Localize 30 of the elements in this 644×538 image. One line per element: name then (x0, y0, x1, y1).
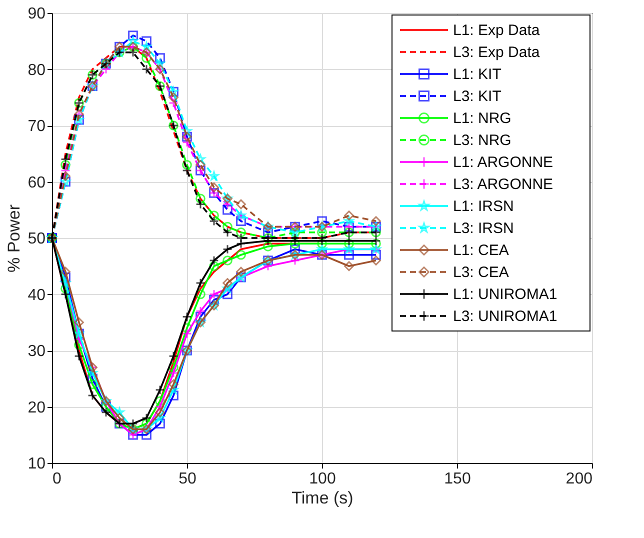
x-tick-label: 0 (52, 470, 62, 488)
legend-label: L3: KIT (453, 88, 502, 105)
y-tick-label: 10 (28, 456, 46, 472)
legend-label: L3: Exp Data (453, 44, 540, 61)
y-tick-label: 90 (28, 6, 46, 22)
y-tick-label: 60 (28, 174, 46, 192)
legend-label: L3: ARGONNE (453, 176, 554, 193)
legend-label: L1: NRG (453, 110, 512, 127)
x-tick-label: 50 (178, 470, 196, 488)
legend-label: L3: CEA (453, 264, 509, 281)
legend-label: L1: IRSN (453, 198, 514, 215)
legend-label: L1: KIT (453, 66, 502, 83)
x-tick-label: 100 (309, 470, 336, 488)
legend-label: L3: UNIROMA1 (453, 308, 558, 325)
y-tick-label: 80 (28, 62, 46, 79)
legend-label: L1: ARGONNE (453, 154, 554, 171)
legend-label: L3: IRSN (453, 220, 514, 237)
x-tick-label: 200 (566, 470, 593, 488)
x-axis-title: Time (s) (292, 488, 354, 508)
y-tick-label: 50 (28, 230, 46, 248)
y-axis-title: % Power (4, 204, 24, 273)
y-tick-label: 20 (28, 399, 46, 416)
legend-label: L1: UNIROMA1 (453, 286, 558, 303)
legend-label: L3: NRG (453, 132, 512, 149)
y-tick-label: 40 (28, 286, 46, 304)
legend-label: L1: CEA (453, 242, 509, 259)
y-tick-label: 70 (28, 118, 46, 135)
y-tick-label: 30 (28, 343, 46, 360)
x-tick-label: 150 (444, 470, 471, 488)
legend-label: L1: Exp Data (453, 22, 540, 39)
